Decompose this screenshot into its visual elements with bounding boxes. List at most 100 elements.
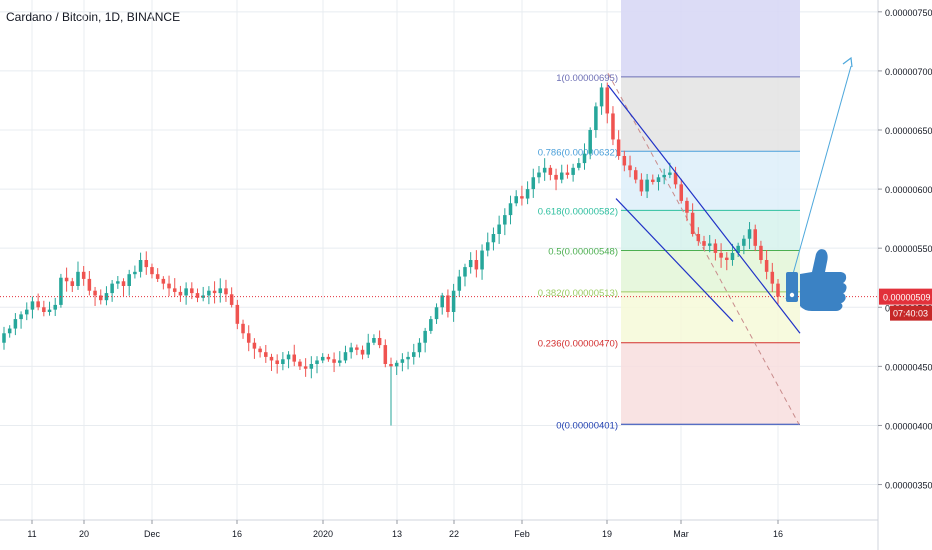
fib-zone-0.786 bbox=[621, 151, 800, 211]
candle-body bbox=[514, 196, 518, 204]
candle bbox=[759, 240, 763, 264]
candle-body bbox=[2, 333, 6, 343]
candle bbox=[184, 282, 188, 305]
candle bbox=[616, 130, 621, 160]
candle-body bbox=[144, 260, 149, 268]
candle-body bbox=[662, 174, 666, 178]
candle bbox=[599, 83, 604, 115]
candle bbox=[87, 270, 92, 296]
y-axis: 0.00000750 0.00000700 0.00000650 0.00000600… bbox=[877, 0, 932, 550]
candle-body bbox=[7, 328, 12, 334]
candle-body bbox=[372, 338, 376, 343]
x-tick-label: 20 bbox=[79, 529, 89, 539]
candle-body bbox=[258, 348, 262, 353]
candle bbox=[281, 352, 285, 371]
y-tick-label: 0.00000350 bbox=[885, 481, 932, 491]
candle-body bbox=[571, 167, 575, 175]
candle-body bbox=[332, 359, 336, 363]
candle-body bbox=[611, 113, 615, 140]
candle bbox=[116, 275, 120, 289]
candle-body bbox=[605, 87, 610, 114]
candle bbox=[338, 351, 342, 367]
thumb-cuff bbox=[786, 272, 798, 302]
candle bbox=[480, 244, 484, 280]
candle-body bbox=[645, 179, 649, 192]
x-tick-label: 16 bbox=[232, 529, 242, 539]
channel-upper-line bbox=[607, 84, 801, 334]
last-price-badge bbox=[879, 288, 932, 305]
candle-body bbox=[138, 260, 143, 272]
candle bbox=[286, 351, 291, 369]
candle bbox=[320, 353, 325, 364]
candle bbox=[190, 282, 194, 300]
candle bbox=[639, 173, 644, 196]
candle bbox=[577, 158, 581, 171]
candle-body bbox=[690, 212, 695, 234]
candle-body bbox=[554, 174, 558, 180]
candle bbox=[355, 344, 359, 356]
candle bbox=[685, 197, 689, 222]
candle-body bbox=[542, 167, 547, 173]
fib-level-label-0.618: 0.618(0.00000582) bbox=[538, 206, 618, 217]
thumb-cuff-dot bbox=[789, 292, 795, 298]
candle-body bbox=[355, 347, 359, 350]
candle-body bbox=[281, 359, 285, 364]
candle-body bbox=[76, 271, 80, 286]
candle bbox=[144, 251, 149, 275]
candle-body bbox=[121, 281, 126, 286]
candle bbox=[383, 339, 388, 368]
candle bbox=[212, 281, 217, 304]
candle-body bbox=[286, 354, 291, 360]
x-tick-label: 16 bbox=[773, 529, 783, 539]
candle bbox=[406, 351, 410, 370]
candle bbox=[110, 280, 114, 302]
candle bbox=[736, 242, 740, 258]
candle-body bbox=[730, 252, 735, 260]
candle bbox=[138, 252, 143, 278]
candle bbox=[235, 299, 240, 330]
candle bbox=[64, 267, 69, 292]
candle bbox=[76, 261, 80, 290]
x-tick-label: 19 bbox=[602, 529, 612, 539]
candle bbox=[121, 278, 126, 297]
candle bbox=[36, 293, 40, 311]
candle bbox=[59, 273, 63, 308]
candle bbox=[42, 300, 46, 317]
candle bbox=[2, 326, 6, 350]
countdown-badge bbox=[890, 305, 932, 321]
candle bbox=[258, 346, 262, 358]
candle bbox=[520, 185, 524, 206]
candle-body bbox=[235, 304, 240, 324]
candle-body bbox=[47, 309, 52, 312]
projection-arrow-line bbox=[785, 66, 852, 300]
candle-body bbox=[656, 177, 661, 182]
candle-body bbox=[474, 260, 479, 270]
candle bbox=[742, 235, 746, 255]
candle bbox=[457, 269, 462, 297]
candle-body bbox=[468, 260, 473, 268]
candle bbox=[753, 224, 757, 252]
candle-body bbox=[70, 281, 75, 286]
candle bbox=[565, 164, 570, 179]
candle bbox=[582, 143, 587, 170]
candle-body bbox=[19, 314, 23, 320]
candle bbox=[343, 345, 348, 364]
fib-level-label-0.786: 0.786(0.00000632) bbox=[538, 147, 618, 158]
candle bbox=[417, 338, 422, 358]
candle-body bbox=[360, 349, 365, 355]
candle bbox=[468, 252, 473, 274]
candle-body bbox=[651, 179, 655, 182]
candle-body bbox=[719, 252, 723, 258]
candle bbox=[707, 235, 712, 253]
candle bbox=[423, 327, 427, 353]
candle-body bbox=[525, 189, 530, 199]
candle-body bbox=[480, 250, 484, 270]
candle-body bbox=[588, 130, 592, 154]
candle bbox=[264, 344, 268, 363]
candle-body bbox=[275, 360, 279, 364]
fib-zone-0.382 bbox=[621, 291, 800, 343]
candle bbox=[412, 343, 416, 365]
candle bbox=[730, 243, 735, 266]
x-tick-label: Mar bbox=[673, 529, 689, 539]
